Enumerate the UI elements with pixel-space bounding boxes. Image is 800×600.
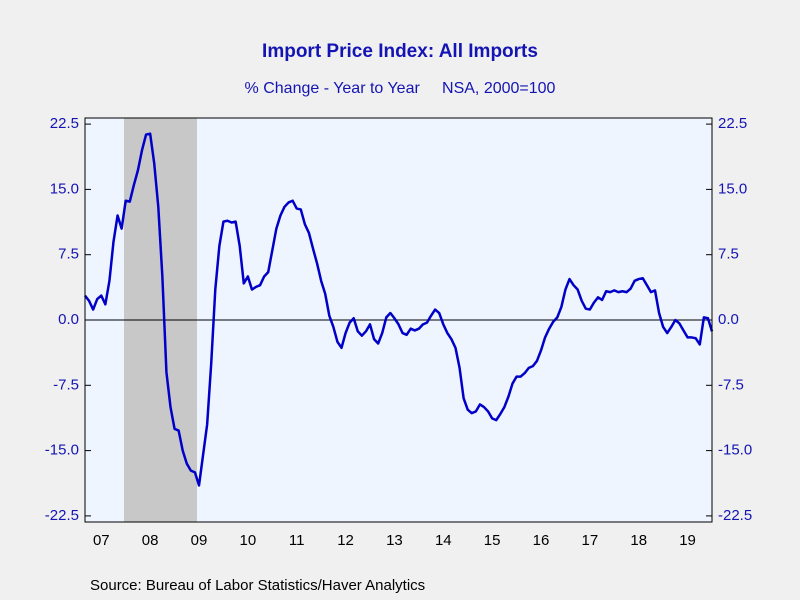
- x-tick-label: 19: [679, 532, 696, 549]
- x-tick-label: 08: [142, 532, 159, 549]
- x-tick-label: 18: [630, 532, 647, 549]
- x-tick-label: 12: [337, 532, 354, 549]
- chart-title: Import Price Index: All Imports: [262, 41, 538, 62]
- chart-subtitle: % Change - Year to Year NSA, 2000=100: [245, 80, 556, 97]
- y-tick-label: 0.0: [58, 311, 79, 328]
- x-tick-label: 17: [582, 532, 599, 549]
- y2-tick-label: 15.0: [718, 180, 747, 197]
- y-tick-label: 15.0: [50, 180, 79, 197]
- y-tick-label: 7.5: [58, 246, 79, 263]
- y2-tick-label: -15.0: [718, 442, 752, 459]
- x-tick-label: 10: [240, 532, 257, 549]
- source-note: Source: Bureau of Labor Statistics/Haver…: [90, 577, 425, 594]
- y-tick-label: -22.5: [45, 507, 79, 524]
- x-tick-label: 16: [533, 532, 550, 549]
- x-tick-label: 07: [93, 532, 110, 549]
- y-tick-label: 22.5: [50, 115, 79, 132]
- y2-tick-label: 0.0: [718, 311, 739, 328]
- plot: 22.5 22.5 15.0 15.0 7.5 7.5 0.0 0.0 -7.5 -7.5 -15.…: [45, 115, 752, 549]
- x-tick-label: 13: [386, 532, 403, 549]
- x-tick-label: 15: [484, 532, 501, 549]
- y2-tick-label: -22.5: [718, 507, 752, 524]
- y2-tick-label: 7.5: [718, 246, 739, 263]
- x-tick-label: 11: [289, 532, 305, 549]
- plot-border: [84, 117, 713, 523]
- y2-tick-label: 22.5: [718, 115, 747, 132]
- y-tick-label: -7.5: [53, 376, 79, 393]
- y-tick-label: -15.0: [45, 442, 79, 459]
- x-tick-label: 14: [435, 532, 452, 549]
- x-tick-label: 09: [191, 532, 208, 549]
- y2-tick-label: -7.5: [718, 376, 744, 393]
- data-line: [84, 132, 714, 487]
